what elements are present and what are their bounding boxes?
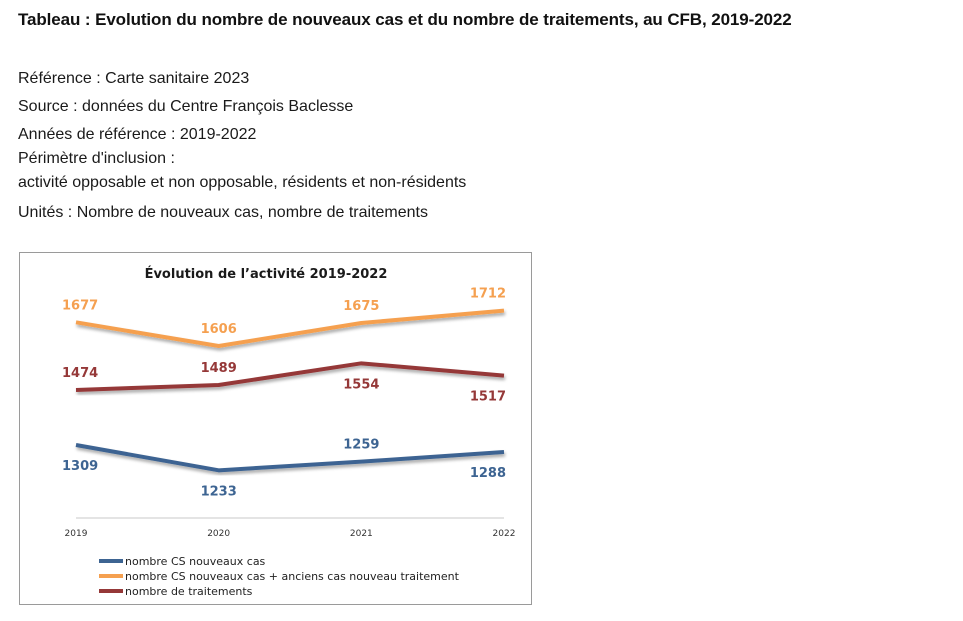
legend-label: nombre CS nouveaux cas [125, 555, 266, 568]
data-label: 1675 [343, 299, 379, 314]
data-label: 1233 [201, 484, 237, 499]
source-text: Source : données du Centre François Bacl… [18, 98, 354, 115]
data-label: 1517 [470, 390, 506, 405]
data-label: 1474 [62, 366, 98, 381]
page-title: Tableau : Evolution du nombre de nouveau… [18, 10, 792, 29]
data-label: 1309 [62, 459, 98, 474]
years-text: Années de référence : 2019-2022 [18, 126, 257, 143]
perimeter-label: Périmètre d'inclusion : [18, 150, 175, 167]
data-label: 1489 [201, 361, 237, 376]
chart-title: Évolution de l’activité 2019-2022 [145, 266, 388, 282]
legend-label: nombre de traitements [125, 585, 253, 598]
data-label: 1554 [343, 377, 379, 392]
units-text: Unités : Nombre de nouveaux cas, nombre … [18, 204, 428, 221]
series-line-3 [75, 361, 505, 392]
chart-container: Évolution de l’activité 2019-2022 1309 12… [19, 252, 532, 605]
data-label: 1288 [470, 466, 506, 481]
data-label: 1606 [201, 322, 237, 337]
data-label: 1259 [343, 438, 379, 453]
x-tick-label: 2020 [207, 529, 230, 539]
data-label: 1677 [62, 298, 98, 313]
series-line-2 [75, 308, 505, 348]
series-line-1 [75, 443, 505, 473]
x-tick-label: 2019 [65, 529, 88, 539]
x-tick-label: 2022 [493, 529, 516, 539]
reference-text: Référence : Carte sanitaire 2023 [18, 70, 250, 87]
x-tick-label: 2021 [350, 529, 373, 539]
data-label: 1712 [470, 287, 506, 302]
line-chart: Évolution de l’activité 2019-2022 1309 12… [62, 266, 516, 598]
perimeter-value: activité opposable et non opposable, rés… [18, 174, 467, 191]
legend-label: nombre CS nouveaux cas + anciens cas nou… [125, 570, 460, 583]
